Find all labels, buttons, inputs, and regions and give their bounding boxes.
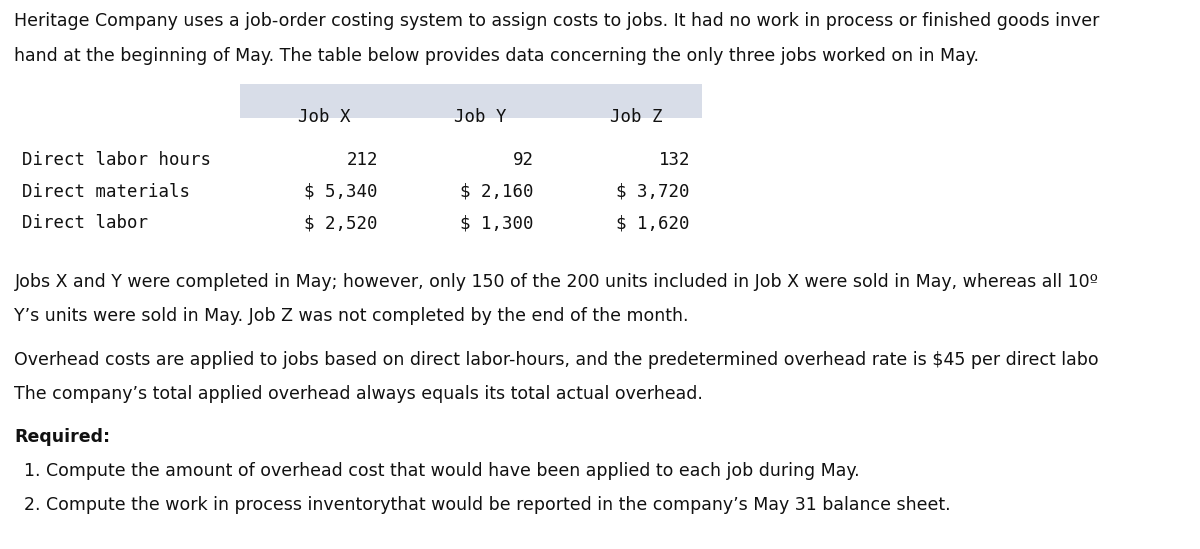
Text: 1. Compute the amount of overhead cost that would have been applied to each job : 1. Compute the amount of overhead cost t…: [24, 462, 859, 480]
Text: The company’s total applied overhead always equals its total actual overhead.: The company’s total applied overhead alw…: [14, 385, 703, 404]
Text: $ 1,300: $ 1,300: [461, 214, 534, 232]
Text: Direct labor: Direct labor: [22, 214, 148, 232]
Text: Job X: Job X: [298, 108, 350, 126]
Text: 132: 132: [659, 151, 690, 169]
Text: hand at the beginning of May. The table below provides data concerning the only : hand at the beginning of May. The table …: [14, 47, 979, 65]
Text: $ 2,160: $ 2,160: [461, 183, 534, 201]
Text: 212: 212: [347, 151, 378, 169]
Text: Direct labor hours: Direct labor hours: [22, 151, 211, 169]
Text: $ 1,620: $ 1,620: [617, 214, 690, 232]
Text: Overhead costs are applied to jobs based on direct labor-hours, and the predeter: Overhead costs are applied to jobs based…: [14, 351, 1099, 369]
Text: Job Y: Job Y: [454, 108, 506, 126]
Text: Direct materials: Direct materials: [22, 183, 190, 201]
Text: 92: 92: [512, 151, 534, 169]
Text: $ 2,520: $ 2,520: [305, 214, 378, 232]
Text: Jobs X and Y were completed in May; however, only 150 of the 200 units included : Jobs X and Y were completed in May; howe…: [14, 273, 1098, 292]
Text: Job Z: Job Z: [610, 108, 662, 126]
Text: $ 3,720: $ 3,720: [617, 183, 690, 201]
Text: Heritage Company uses a job-order costing system to assign costs to jobs. It had: Heritage Company uses a job-order costin…: [14, 12, 1099, 30]
Text: Required:: Required:: [14, 428, 110, 446]
Text: 2. Compute the work in process inventory​that would be reported in the company’s: 2. Compute the work in process inventory…: [24, 496, 950, 514]
Text: Y’s units were sold in May. Job Z was not completed by the end of the month.: Y’s units were sold in May. Job Z was no…: [14, 307, 689, 326]
Text: $ 5,340: $ 5,340: [305, 183, 378, 201]
